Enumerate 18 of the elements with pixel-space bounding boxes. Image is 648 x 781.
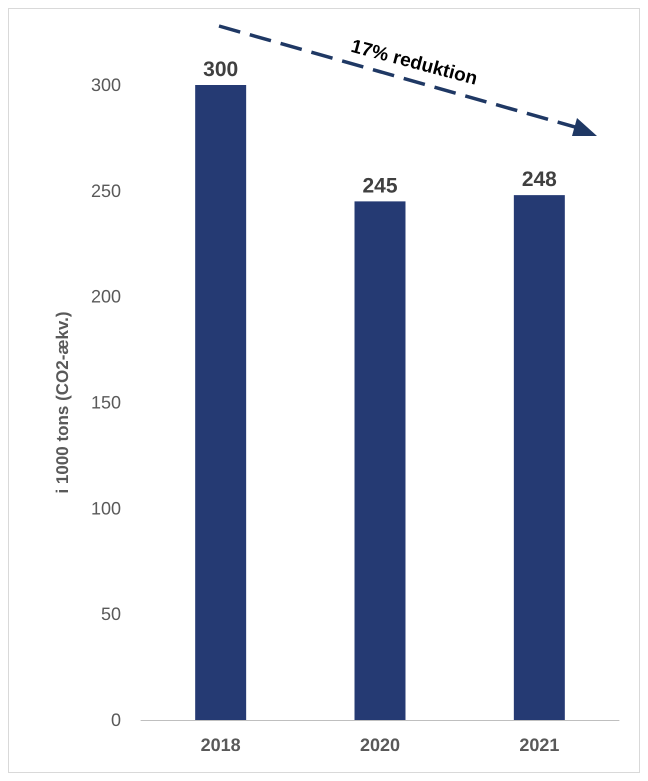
- bar: [195, 85, 246, 720]
- x-tick-label: 2018: [200, 735, 241, 755]
- y-tick-label: 250: [90, 180, 121, 201]
- bar: [514, 195, 565, 720]
- data-label: 300: [203, 58, 238, 81]
- annotation: 17% reduktion: [348, 36, 480, 90]
- x-tick-label: 2020: [360, 735, 400, 755]
- y-axis-title: i 1000 tons (CO2-ækv.): [53, 311, 72, 494]
- y-tick-label: 150: [90, 392, 121, 412]
- x-tick-label: 2021: [519, 735, 560, 755]
- bar: [354, 201, 406, 720]
- y-tick-label: 300: [90, 75, 121, 95]
- y-tick-label: 50: [100, 604, 121, 624]
- data-label: 245: [362, 174, 398, 198]
- y-tick-label: 0: [110, 710, 121, 730]
- data-label: 248: [522, 168, 558, 192]
- y-tick-label: 100: [90, 498, 121, 518]
- y-tick-label: 200: [90, 286, 121, 307]
